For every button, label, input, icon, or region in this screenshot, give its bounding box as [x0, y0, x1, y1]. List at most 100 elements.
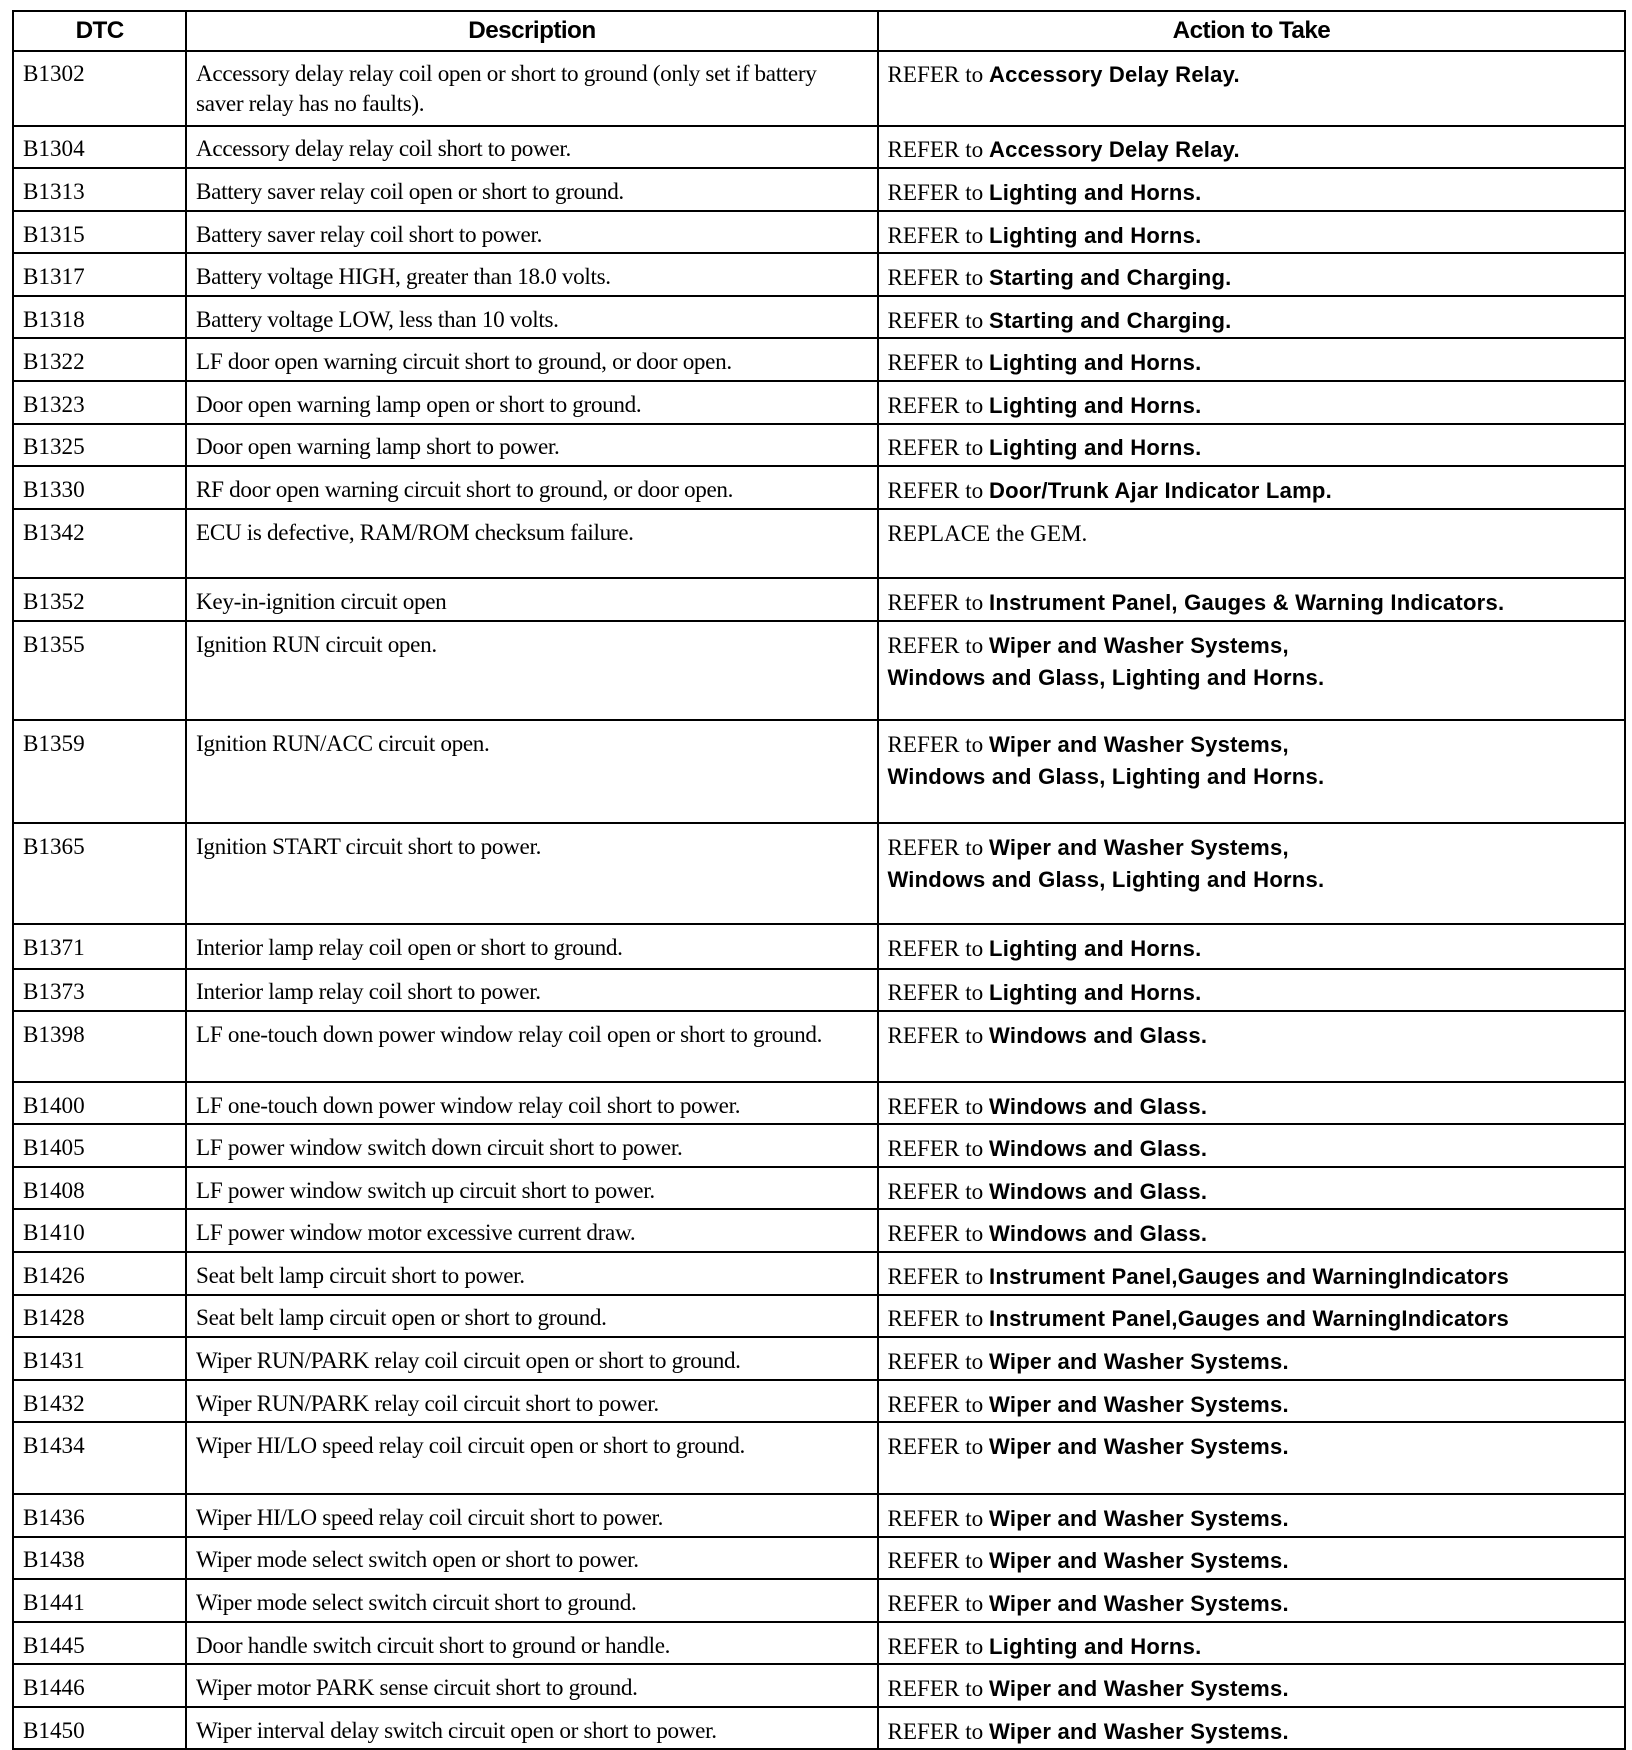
- action-target-link: Lighting and Horns.: [989, 980, 1202, 1006]
- dtc-action: REFER to Wiper and Washer Systems.: [876, 1535, 1627, 1581]
- table-row: B1450 Wiper interval delay switch circuit…: [12, 1705, 1627, 1750]
- dtc-code: B1359: [12, 719, 188, 825]
- table-row: B1438 Wiper mode select switch open or sh…: [12, 1535, 1627, 1581]
- action-target-link: Accessory Delay Relay.: [989, 137, 1240, 163]
- action-prefix: REFER to: [887, 350, 990, 377]
- dtc-action: REFER to Wiper and Washer Systems.: [876, 1578, 1627, 1623]
- dtc-code: B1355: [12, 620, 188, 722]
- action-target-link: Starting and Charging.: [989, 265, 1232, 291]
- table-row: B1408 LF power window switch up circuit s…: [12, 1165, 1627, 1211]
- dtc-description: LF one-touch down power window relay coi…: [185, 1010, 879, 1083]
- dtc-action: REFER to Lighting and Horns.: [876, 209, 1627, 255]
- dtc-code: B1441: [12, 1578, 188, 1623]
- dtc-code: B1431: [12, 1336, 188, 1381]
- dtc-description: LF power window switch down circuit shor…: [185, 1123, 879, 1168]
- action-target-link: Wiper and Washer Systems.: [989, 1590, 1289, 1616]
- dtc-description: Seat belt lamp circuit open or short to …: [185, 1293, 879, 1339]
- dtc-code: B1436: [12, 1493, 188, 1538]
- action-prefix: REFER to: [887, 1633, 990, 1660]
- action-prefix: REFER to: [887, 1548, 990, 1575]
- table-header-row: DTC Description Action to Take: [12, 9, 1627, 52]
- action-target-link: Wiper and Washer Systems.: [989, 1718, 1289, 1744]
- dtc-code: B1325: [12, 422, 188, 468]
- dtc-action: REFER to Wiper and Washer Systems, Window…: [876, 719, 1627, 825]
- dtc-description: Accessory delay relay coil open or short…: [185, 49, 879, 127]
- action-prefix: REFER to: [887, 62, 990, 89]
- table-row: B1373 Interior lamp relay coil short to p…: [12, 967, 1627, 1013]
- table-row: B1445 Door handle switch circuit short to…: [12, 1620, 1627, 1666]
- table-row: B1400 LF one-touch down power window rela…: [12, 1080, 1627, 1126]
- dtc-description: ECU is defective, RAM/ROM checksum failu…: [185, 507, 879, 580]
- action-target-link: Lighting and Horns.: [989, 936, 1202, 962]
- action-target-link: Windows and Glass.: [989, 1221, 1208, 1247]
- dtc-code: B1410: [12, 1208, 188, 1254]
- action-prefix: REFER to: [887, 633, 990, 660]
- action-prefix: REFER to: [887, 1178, 990, 1205]
- dtc-code: B1322: [12, 337, 188, 383]
- action-target-link: Lighting and Horns.: [989, 1633, 1202, 1659]
- action-target-link: Instrument Panel,Gauges and WarningIndic…: [989, 1263, 1509, 1289]
- action-prefix: REFER to: [887, 265, 990, 292]
- action-target-link: Door/Trunk Ajar Indicator Lamp.: [989, 478, 1332, 504]
- dtc-action: REFER to Wiper and Washer Systems.: [876, 1493, 1627, 1538]
- dtc-code: B1398: [12, 1010, 188, 1083]
- dtc-action: REFER to Instrument Panel,Gauges and War…: [876, 1251, 1627, 1296]
- table-row: B1436 Wiper HI/LO speed relay coil circui…: [12, 1493, 1627, 1538]
- dtc-table: DTC Description Action to Take B1302 Acce…: [12, 9, 1627, 1750]
- dtc-description: Wiper mode select switch circuit short t…: [185, 1578, 879, 1623]
- dtc-code: B1450: [12, 1705, 188, 1750]
- table-row: B1428 Seat belt lamp circuit open or shor…: [12, 1293, 1627, 1339]
- action-prefix: REFER to: [887, 1590, 990, 1617]
- table-row: B1322 LF door open warning circuit short …: [12, 337, 1627, 383]
- action-prefix: REFER to: [887, 1136, 990, 1163]
- action-target-link: Lighting and Horns.: [989, 350, 1202, 376]
- dtc-action: REFER to Windows and Glass.: [876, 1165, 1627, 1211]
- dtc-action: REFER to Lighting and Horns.: [876, 967, 1627, 1013]
- dtc-action: REFER to Accessory Delay Relay.: [876, 124, 1627, 170]
- action-target-link: Lighting and Horns.: [989, 179, 1202, 205]
- dtc-action: REFER to Wiper and Washer Systems.: [876, 1378, 1627, 1424]
- dtc-code: B1330: [12, 465, 188, 510]
- dtc-description: RF door open warning circuit short to gr…: [185, 465, 879, 510]
- dtc-description: Ignition START circuit short to power.: [185, 822, 879, 926]
- dtc-code: B1317: [12, 252, 188, 297]
- action-prefix: REPLACE the GEM.: [887, 520, 1088, 547]
- dtc-action: REPLACE the GEM.: [876, 507, 1627, 580]
- dtc-code: B1342: [12, 507, 188, 580]
- action-prefix: REFER to: [887, 478, 990, 505]
- dtc-action: REFER to Lighting and Horns.: [876, 380, 1627, 425]
- action-target-link: Wiper and Washer Systems, Windows and Gla…: [887, 834, 1325, 892]
- dtc-description: Key-in-ignition circuit open: [185, 577, 879, 623]
- table-row: B1432 Wiper RUN/PARK relay coil circuit s…: [12, 1378, 1627, 1424]
- dtc-description: Battery voltage HIGH, greater than 18.0 …: [185, 252, 879, 297]
- dtc-code: B1315: [12, 209, 188, 255]
- dtc-description: Seat belt lamp circuit short to power.: [185, 1251, 879, 1296]
- dtc-description: Battery saver relay coil open or short t…: [185, 167, 879, 212]
- dtc-description: LF power window motor excessive current …: [185, 1208, 879, 1254]
- table-body: B1302 Accessory delay relay coil open or …: [12, 49, 1627, 1750]
- dtc-code: B1408: [12, 1165, 188, 1211]
- action-prefix: REFER to: [887, 936, 990, 963]
- dtc-action: REFER to Starting and Charging.: [876, 294, 1627, 340]
- action-prefix: REFER to: [887, 1093, 990, 1120]
- header-action: Action to Take: [876, 9, 1627, 52]
- dtc-action: REFER to Instrument Panel, Gauges & Warn…: [876, 577, 1627, 623]
- dtc-code: B1400: [12, 1080, 188, 1126]
- dtc-description: Ignition RUN/ACC circuit open.: [185, 719, 879, 825]
- action-target-link: Lighting and Horns.: [989, 222, 1202, 248]
- action-prefix: REFER to: [887, 307, 990, 334]
- table-row: B1313 Battery saver relay coil open or sh…: [12, 167, 1627, 212]
- action-prefix: REFER to: [887, 590, 990, 617]
- dtc-code: B1313: [12, 167, 188, 212]
- action-prefix: REFER to: [887, 1221, 990, 1248]
- action-prefix: REFER to: [887, 179, 990, 206]
- table-row: B1317 Battery voltage HIGH, greater than …: [12, 252, 1627, 297]
- action-target-link: Wiper and Washer Systems.: [989, 1348, 1289, 1374]
- action-prefix: REFER to: [887, 137, 990, 164]
- dtc-description: LF power window switch up circuit short …: [185, 1165, 879, 1211]
- dtc-description: LF door open warning circuit short to gr…: [185, 337, 879, 383]
- action-target-link: Wiper and Washer Systems.: [989, 1676, 1289, 1702]
- header-dtc: DTC: [12, 9, 188, 52]
- dtc-description: Interior lamp relay coil short to power.: [185, 967, 879, 1013]
- table-row: B1405 LF power window switch down circuit…: [12, 1123, 1627, 1168]
